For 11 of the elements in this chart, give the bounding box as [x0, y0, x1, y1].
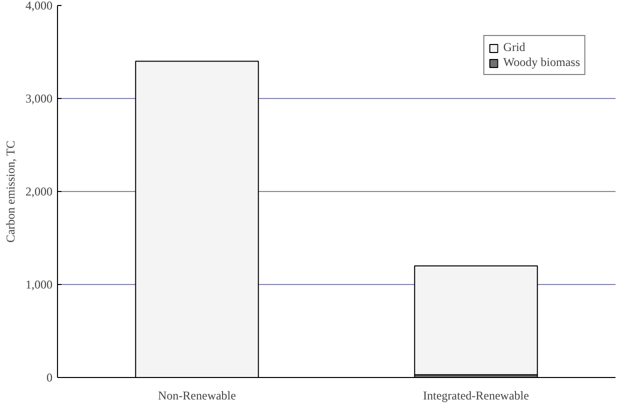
y-tick-label: 1,000 [26, 278, 52, 292]
y-tick-label: 4,000 [26, 0, 52, 12]
legend-label: Woody biomass [503, 55, 580, 70]
bar [414, 265, 538, 376]
x-tick-label: Non-Renewable [158, 388, 236, 402]
y-axis-title: Carbon emission, TC [4, 140, 18, 243]
legend-label: Grid [503, 40, 526, 55]
y-tick-label: 2,000 [26, 184, 52, 198]
y-tick-label: 0 [46, 370, 52, 384]
y-tick-label: 3,000 [26, 92, 52, 106]
x-tick-label: Integrated-Renewable [423, 388, 529, 402]
